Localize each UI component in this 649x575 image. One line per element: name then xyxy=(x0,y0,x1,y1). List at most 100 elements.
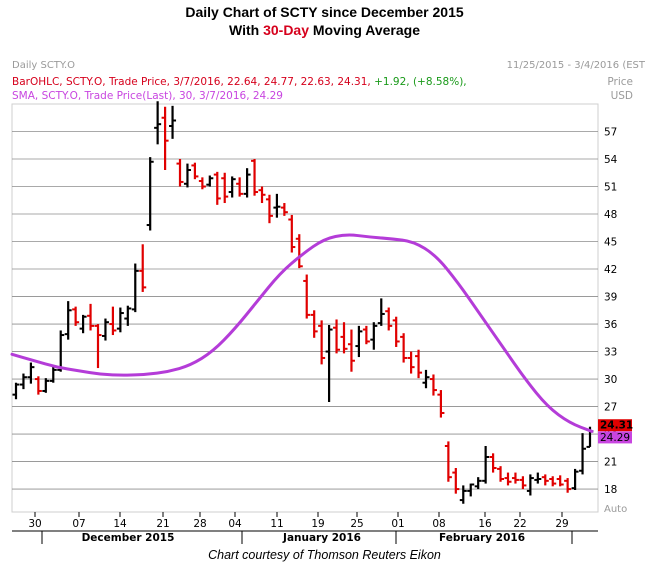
ohlc-bar xyxy=(191,162,199,180)
ohlc-bar xyxy=(213,171,221,205)
month-label: February 2016 xyxy=(439,532,525,544)
ohlc-bar xyxy=(57,330,65,372)
axes: 182124273033363942454851545724.3124.2930… xyxy=(12,127,633,544)
ohlc-bar xyxy=(176,159,184,187)
ohlc-bar xyxy=(511,472,519,484)
ohlc-bar xyxy=(340,322,348,354)
ohlc-bar xyxy=(94,324,102,369)
chart-credit: Chart courtesy of Thomson Reuters Eikon xyxy=(208,548,441,562)
sma-value-box xyxy=(598,431,632,444)
ohlc-bar xyxy=(407,351,415,374)
y-tick-label: 30 xyxy=(604,374,617,386)
ohlc-bar xyxy=(169,105,177,139)
y-tick-label: 39 xyxy=(604,292,617,304)
ohlc-bar xyxy=(504,472,512,486)
y-tick-label: 48 xyxy=(604,209,617,221)
ohlc-bar xyxy=(437,390,445,418)
x-tick-label: 08 xyxy=(432,518,445,530)
x-tick-label: 11 xyxy=(270,518,283,530)
subtitle-pre: With xyxy=(228,22,264,38)
axis-unit-price: Price xyxy=(607,76,633,88)
ohlc-bar xyxy=(459,485,467,504)
ohlc-bar xyxy=(198,177,206,190)
y-tick-label: 27 xyxy=(604,402,617,414)
last-price-label: 24.31 xyxy=(600,420,633,432)
ohlc-legend: BarOHLC, SCTY.O, Trade Price, 3/7/2016, … xyxy=(12,76,467,88)
ohlc-bar xyxy=(131,263,139,313)
ohlc-bar xyxy=(49,366,57,383)
ohlc-bar xyxy=(318,320,326,365)
x-tick-label: 14 xyxy=(113,518,127,530)
last-price-box xyxy=(598,419,632,432)
ohlc-bar xyxy=(415,349,423,379)
y-tick-label: 42 xyxy=(604,264,617,276)
ohlc-bar xyxy=(124,305,132,326)
x-tick-label: 22 xyxy=(513,518,526,530)
sma-line xyxy=(10,233,594,433)
ohlc-bar xyxy=(87,303,95,331)
ohlc-bar xyxy=(139,244,147,292)
plot-frame xyxy=(11,103,599,513)
ohlc-bar xyxy=(429,374,437,396)
month-label: December 2015 xyxy=(82,532,175,544)
ohlc-bar xyxy=(370,322,378,350)
ohlc-bar xyxy=(146,157,154,231)
ohlc-bars xyxy=(12,101,594,504)
ohlc-bar xyxy=(541,474,549,486)
ohlc-bar xyxy=(295,234,303,269)
x-tick-label: 21 xyxy=(156,518,169,530)
y-tick-label: 33 xyxy=(604,347,617,359)
ohlc-bar xyxy=(42,378,50,393)
ohlc-bar xyxy=(526,474,534,496)
x-tick-label: 29 xyxy=(555,518,568,530)
chart-subtitle: With 30-Day Moving Average xyxy=(0,22,649,38)
ohlc-bar xyxy=(474,477,482,490)
ohlc-bar xyxy=(280,203,288,216)
y-tick-label: 51 xyxy=(604,182,617,194)
month-label: January 2016 xyxy=(282,532,361,544)
x-tick-label: 16 xyxy=(478,518,492,530)
ohlc-bar xyxy=(400,333,408,363)
ohlc-bar xyxy=(236,177,244,197)
ohlc-bar xyxy=(333,319,341,354)
ohlc-bar xyxy=(109,306,117,336)
ohlc-bar xyxy=(258,186,266,204)
ohlc-bar xyxy=(452,467,460,494)
ohlc-bar xyxy=(154,101,162,145)
ohlc-bar xyxy=(549,476,557,487)
ohlc-bar xyxy=(206,175,214,187)
ohlc-bar xyxy=(362,325,370,345)
ohlc-bar xyxy=(161,106,169,171)
ohlc-bar xyxy=(243,168,251,198)
subtitle-post: Moving Average xyxy=(309,22,420,38)
grid xyxy=(11,103,599,513)
ohlc-bar xyxy=(19,373,27,390)
axis-unit-currency: USD xyxy=(610,90,633,102)
sma-legend: SMA, SCTY.O, Trade Price(Last), 30, 3/7/… xyxy=(12,90,283,102)
ohlc-bar xyxy=(228,176,236,198)
ohlc-bar xyxy=(564,478,572,493)
subtitle-accent: 30-Day xyxy=(263,22,309,38)
x-tick-label: 25 xyxy=(350,518,363,530)
ohlc-bar xyxy=(377,298,385,326)
ohlc-legend-change: +1.92, (+8.58%), xyxy=(374,76,467,88)
ohlc-bar xyxy=(571,468,579,490)
x-tick-label: 01 xyxy=(391,518,404,530)
y-tick-label: 36 xyxy=(604,319,618,331)
ohlc-bar xyxy=(534,472,542,484)
auto-label: Auto xyxy=(604,504,627,515)
x-tick-label: 28 xyxy=(193,518,206,530)
panel-name: Daily SCTY.O xyxy=(12,60,76,71)
ohlc-bar xyxy=(444,441,452,482)
ohlc-bar xyxy=(355,325,363,358)
ohlc-bar xyxy=(392,316,400,347)
ohlc-bar xyxy=(34,376,42,395)
ohlc-bar xyxy=(467,483,475,497)
ohlc-bar xyxy=(79,314,87,334)
y-tick-label: 54 xyxy=(604,154,618,166)
y-tick-label: 57 xyxy=(604,127,617,139)
ohlc-bar xyxy=(347,329,355,372)
ohlc-legend-text: BarOHLC, SCTY.O, Trade Price, 3/7/2016, … xyxy=(12,76,371,88)
sma-line-group xyxy=(10,233,594,433)
